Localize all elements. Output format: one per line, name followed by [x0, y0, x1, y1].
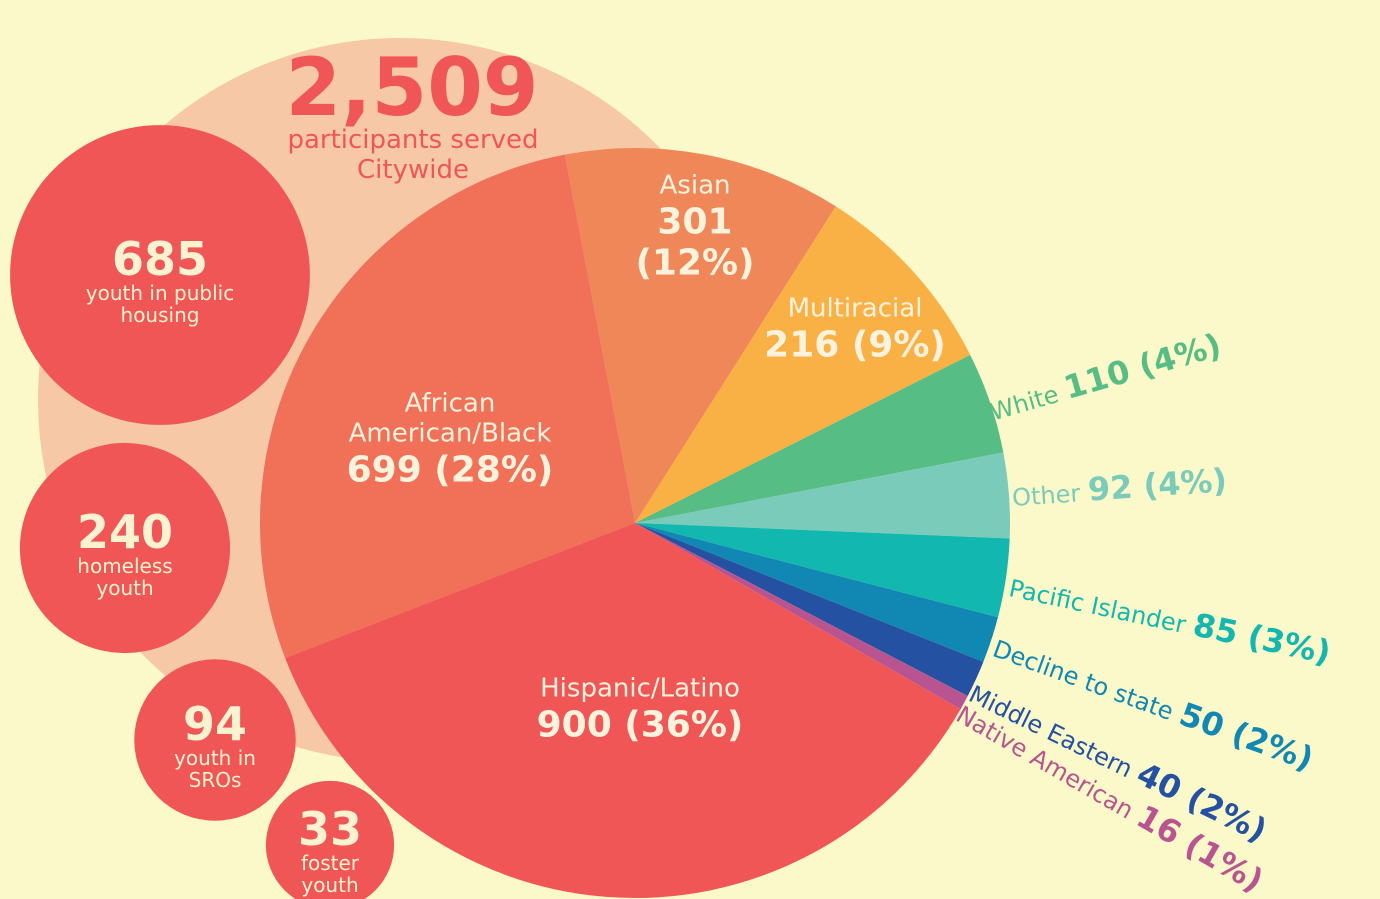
slice-value: 216 (9%) — [764, 324, 946, 366]
bubble-value: 94 — [182, 697, 248, 751]
pie-slice — [635, 523, 968, 710]
pie-slice — [635, 523, 984, 697]
bubble-label: 685 youth in public housing — [66, 236, 253, 326]
slice-name: Hispanic/Latino — [540, 673, 740, 704]
slice-label: Hispanic/Latino 900 (36%) — [490, 673, 790, 746]
slice-name: Other — [1011, 479, 1082, 512]
pie-slice — [635, 206, 971, 523]
slice-name: Asian — [659, 170, 731, 201]
slice-label: Asian 301 (12%) — [595, 170, 795, 285]
slice-label: Multiracial 216 (9%) — [755, 293, 955, 366]
bubble — [19, 442, 231, 654]
bubble-text: homeless youth — [77, 554, 173, 600]
bubble-label: 33 foster youth — [290, 806, 370, 896]
bubble-text: foster youth — [300, 851, 360, 897]
pie-slice — [635, 354, 1004, 523]
pie-slice — [635, 523, 1010, 618]
slice-value: 900 (36%) — [536, 704, 744, 746]
pie-slice — [564, 148, 836, 524]
bubble-label: 94 youth in SROs — [165, 701, 266, 791]
bubble-text: youth in SROs — [174, 746, 256, 792]
slice-value: 301 (12%) — [635, 201, 755, 284]
pie-slice — [635, 523, 998, 662]
slice-name: African American/Black — [348, 388, 552, 449]
bubble — [265, 780, 395, 899]
bubble-value: 33 — [297, 802, 362, 856]
slice-name: Multiracial — [787, 293, 923, 324]
bubble — [134, 659, 296, 821]
pie-slice — [635, 452, 1010, 539]
bubble-value: 685 — [111, 232, 209, 286]
bubble-value: 240 — [76, 505, 174, 559]
slice-label: African American/Black 699 (28%) — [330, 388, 570, 491]
pie-slice — [285, 523, 961, 899]
bubble-label: 240 homeless youth — [59, 509, 190, 599]
total: 2,509 — [285, 41, 539, 134]
pie-slice — [259, 154, 635, 658]
subtitle: participants served Citywide — [287, 125, 539, 185]
bubble-text: youth in public housing — [85, 281, 235, 327]
bubble — [10, 125, 310, 425]
slice-value: 699 (28%) — [346, 449, 554, 491]
